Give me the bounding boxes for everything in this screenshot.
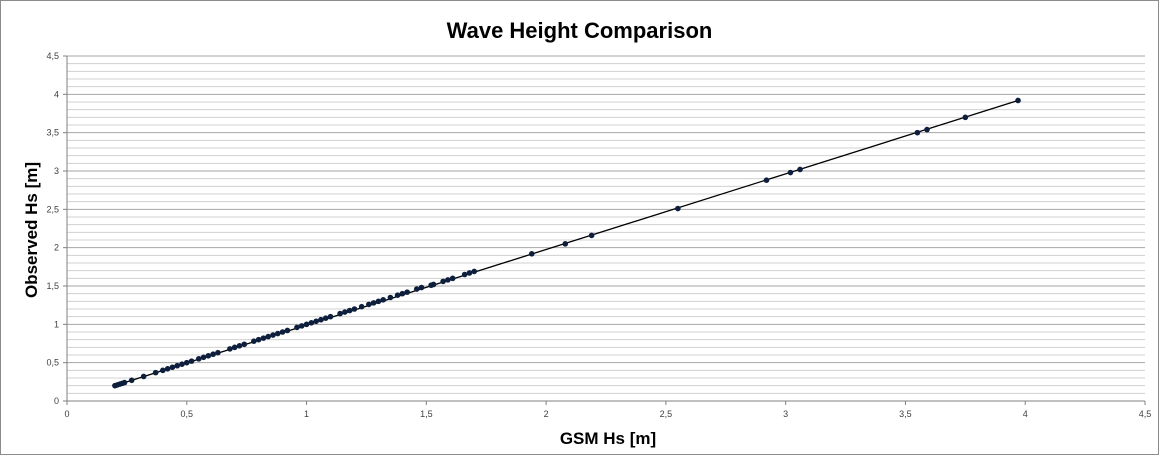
data-point: [215, 349, 221, 356]
y-tick-label: 0: [54, 396, 59, 406]
data-point: [445, 277, 451, 283]
x-tick-label: 1: [304, 409, 309, 419]
data-point: [164, 366, 171, 372]
x-tick-label: 0,5: [181, 409, 194, 419]
chart-title: Wave Height Comparison: [446, 18, 713, 43]
data-point: [346, 307, 353, 314]
data-point: [294, 324, 300, 331]
data-point: [404, 289, 410, 295]
data-point: [787, 169, 794, 176]
data-point: [241, 341, 248, 348]
data-point: [174, 362, 180, 369]
data-point: [440, 278, 446, 285]
data-point: [313, 318, 319, 325]
data-point: [358, 303, 365, 310]
data-point: [461, 271, 468, 278]
data-point: [183, 359, 190, 366]
data-point: [179, 361, 185, 368]
data-point: [121, 379, 128, 386]
x-tick-label: 3: [783, 409, 788, 419]
x-tick-label: 4,5: [1139, 409, 1152, 419]
data-point: [227, 346, 233, 352]
data-point: [763, 177, 770, 183]
data-point: [797, 166, 803, 173]
data-point: [380, 297, 387, 303]
data-point: [152, 369, 159, 376]
y-tick-label: 2,5: [46, 204, 59, 214]
data-point: [449, 275, 456, 282]
data-point: [231, 344, 238, 351]
data-point: [327, 313, 334, 320]
gridlines: [67, 55, 1145, 394]
x-tick-label: 1,5: [420, 409, 433, 419]
data-point: [275, 330, 281, 337]
data-point: [342, 309, 348, 315]
data-point: [366, 301, 372, 308]
data-point: [128, 377, 135, 384]
data-point: [588, 232, 595, 239]
data-point: [251, 338, 257, 345]
data-point: [270, 332, 276, 338]
data-point: [200, 354, 207, 361]
data-point: [394, 292, 401, 299]
data-point: [169, 364, 176, 371]
data-point: [303, 321, 310, 328]
data-point: [399, 290, 406, 297]
data-point: [322, 315, 329, 322]
y-axis-title: Observed Hs [m]: [22, 162, 41, 298]
y-tick-label: 0,5: [46, 358, 59, 368]
data-series: [112, 97, 1021, 389]
y-tick-label: 1,5: [46, 281, 59, 291]
data-point: [298, 323, 305, 329]
data-point: [675, 205, 681, 212]
data-point: [413, 286, 420, 292]
axes: [63, 55, 1146, 405]
y-tick-label: 3: [54, 166, 59, 176]
tick-labels: 0 0,5 1 1,5 2 2,5 3 3,5 4 4,5 0 0,5 1 1,5 2 2,5 3 3,5 4 4,5: [46, 51, 1151, 419]
x-tick-label: 4: [1023, 409, 1028, 419]
y-tick-label: 4,5: [46, 51, 59, 61]
data-point: [160, 367, 166, 374]
data-point: [471, 268, 478, 275]
y-tick-label: 4: [54, 89, 59, 99]
data-point: [914, 129, 921, 136]
data-point: [188, 358, 195, 364]
data-point: [260, 335, 267, 341]
x-tick-label: 3,5: [899, 409, 912, 419]
y-tick-label: 1: [54, 319, 59, 329]
data-point: [140, 373, 147, 380]
y-tick-label: 2: [54, 243, 59, 253]
data-point: [924, 126, 930, 133]
data-point: [430, 281, 437, 288]
data-point: [284, 327, 291, 334]
x-tick-label: 2,5: [660, 409, 673, 419]
x-tick-label: 0: [64, 409, 69, 419]
data-point: [1015, 97, 1021, 104]
data-point: [318, 316, 324, 323]
data-point: [528, 251, 535, 257]
data-point: [466, 270, 473, 276]
data-point: [562, 241, 569, 247]
x-tick-label: 2: [544, 409, 549, 419]
data-point: [351, 306, 358, 312]
x-axis-title: GSM Hs [m]: [560, 429, 656, 448]
data-point: [265, 333, 272, 340]
data-point: [418, 284, 425, 291]
data-point: [195, 356, 202, 362]
data-point: [337, 310, 343, 317]
data-point: [962, 114, 969, 121]
data-point: [279, 329, 286, 335]
data-point: [308, 320, 315, 326]
y-tick-label: 3,5: [46, 128, 59, 138]
data-point: [255, 336, 262, 343]
data-point: [205, 352, 212, 359]
data-point: [370, 300, 377, 306]
data-point: [236, 343, 243, 349]
data-point: [210, 351, 216, 358]
data-point: [387, 294, 394, 301]
data-point: [375, 298, 382, 305]
